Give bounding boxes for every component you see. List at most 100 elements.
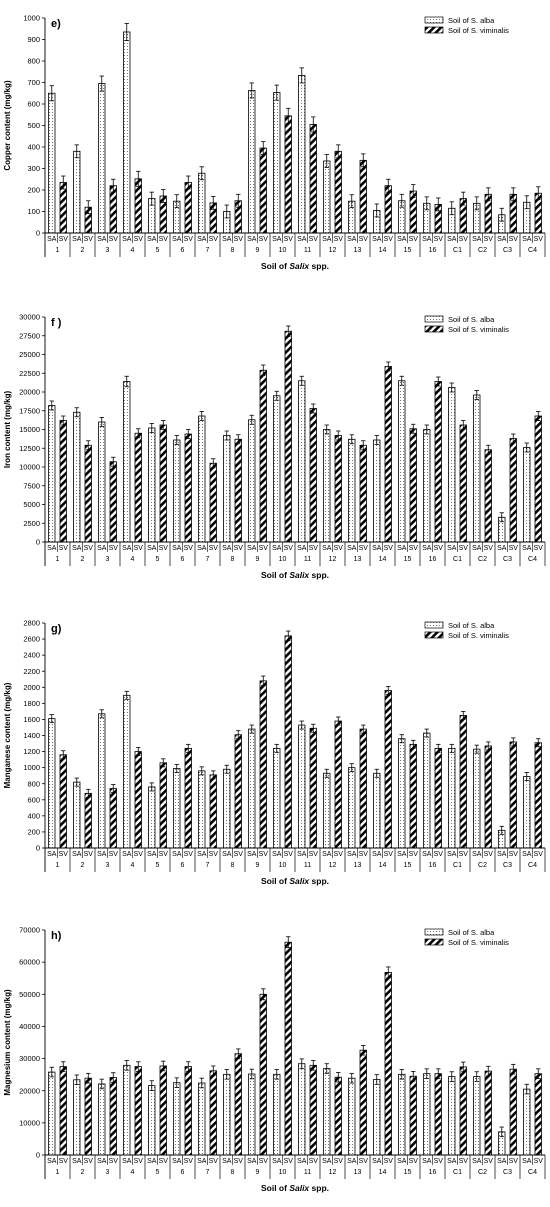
chart-panel-2: 0250050007500100001250015000175002000022…	[3, 313, 546, 580]
sub-label: SV	[159, 851, 169, 858]
sub-label: SV	[209, 545, 219, 552]
bar	[359, 444, 367, 543]
bar	[534, 742, 542, 849]
bar	[284, 941, 292, 1156]
panel-label: h)	[51, 930, 62, 942]
sub-label: SV	[134, 1158, 144, 1165]
bar	[284, 115, 292, 234]
x-tick-label: C1	[453, 247, 462, 254]
y-tick-label: 600	[27, 100, 40, 109]
x-tick-label: 11	[304, 247, 311, 254]
x-axis-label: Soil of Salix spp.	[261, 876, 329, 886]
sub-label: SV	[259, 236, 269, 243]
sub-label: SA	[97, 236, 107, 243]
sub-label: SA	[397, 851, 407, 858]
sub-label: SA	[222, 851, 232, 858]
bar	[298, 724, 306, 849]
bar	[348, 767, 356, 849]
sub-label: SA	[472, 236, 482, 243]
bar	[248, 1073, 256, 1156]
sub-label: SV	[109, 851, 119, 858]
bar	[334, 435, 342, 543]
x-tick-label: 2	[81, 247, 85, 254]
sub-label: SA	[422, 236, 432, 243]
sub-label: SA	[47, 236, 57, 243]
legend-swatch	[424, 26, 444, 34]
x-tick-label: 2	[81, 862, 85, 869]
bar	[209, 462, 217, 543]
y-tick-label: 1000	[23, 14, 40, 23]
sub-label: SV	[409, 1158, 419, 1165]
bar	[109, 185, 117, 234]
sub-label: SV	[534, 1158, 544, 1165]
x-tick-label: 2	[81, 556, 85, 563]
x-tick-label: 4	[131, 1169, 135, 1176]
y-tick-label: 2600	[23, 635, 40, 644]
x-tick-label: 3	[106, 247, 110, 254]
sub-label: SV	[284, 851, 294, 858]
x-tick-label: 4	[131, 247, 135, 254]
bar	[298, 1063, 306, 1156]
legend-swatch	[424, 325, 444, 333]
bar	[109, 788, 117, 849]
sub-label: SA	[297, 1158, 307, 1165]
bar	[384, 690, 392, 849]
y-tick-label: 1200	[23, 747, 40, 756]
sub-label: SA	[72, 1158, 82, 1165]
bar	[409, 743, 417, 849]
x-tick-label: 9	[256, 1169, 260, 1176]
x-tick-label: 7	[206, 1169, 210, 1176]
bar	[423, 732, 431, 849]
sub-label: SA	[172, 545, 182, 552]
sub-label: SV	[459, 1158, 469, 1165]
sub-label: SV	[484, 1158, 494, 1165]
bar	[348, 1077, 356, 1156]
sub-label: SV	[484, 236, 494, 243]
sub-label: SV	[509, 236, 519, 243]
sub-label: SA	[422, 851, 432, 858]
bar	[123, 1064, 131, 1156]
sub-label: SA	[347, 1158, 357, 1165]
sub-label: SV	[159, 236, 169, 243]
sub-label: SA	[172, 1158, 182, 1165]
y-tick-label: 2400	[23, 651, 40, 660]
y-tick-label: 30000	[19, 313, 40, 322]
y-axis-label: Magnesium content (mg/kg)	[3, 989, 12, 1096]
sub-label: SV	[109, 545, 119, 552]
sub-label: SV	[259, 1158, 269, 1165]
sub-label: SA	[272, 545, 282, 552]
legend-swatch	[424, 938, 444, 946]
bar	[223, 768, 231, 849]
bar	[273, 92, 281, 234]
sub-label: SV	[184, 1158, 194, 1165]
sub-label: SA	[197, 236, 207, 243]
y-tick-label: 1600	[23, 715, 40, 724]
bar	[273, 747, 281, 849]
bar	[159, 762, 167, 849]
bar	[373, 1079, 381, 1156]
sub-label: SA	[322, 545, 332, 552]
x-tick-label: 10	[279, 862, 287, 869]
x-tick-label: 4	[131, 556, 135, 563]
sub-label: SV	[359, 1158, 369, 1165]
sub-label: SA	[522, 851, 532, 858]
bar	[459, 424, 467, 543]
sub-label: SA	[297, 236, 307, 243]
x-tick-label: C3	[503, 862, 512, 869]
x-tick-label: 16	[429, 862, 437, 869]
bar	[484, 1070, 492, 1156]
sub-label: SV	[184, 545, 194, 552]
sub-label: SV	[259, 851, 269, 858]
bar	[248, 90, 256, 234]
bar	[198, 415, 206, 543]
y-tick-label: 200	[27, 186, 40, 195]
sub-label: SV	[309, 236, 319, 243]
sub-label: SV	[484, 851, 494, 858]
y-tick-label: 2800	[23, 619, 40, 628]
sub-label: SV	[109, 1158, 119, 1165]
bar	[309, 727, 317, 849]
bar	[123, 381, 131, 543]
sub-label: SA	[347, 236, 357, 243]
